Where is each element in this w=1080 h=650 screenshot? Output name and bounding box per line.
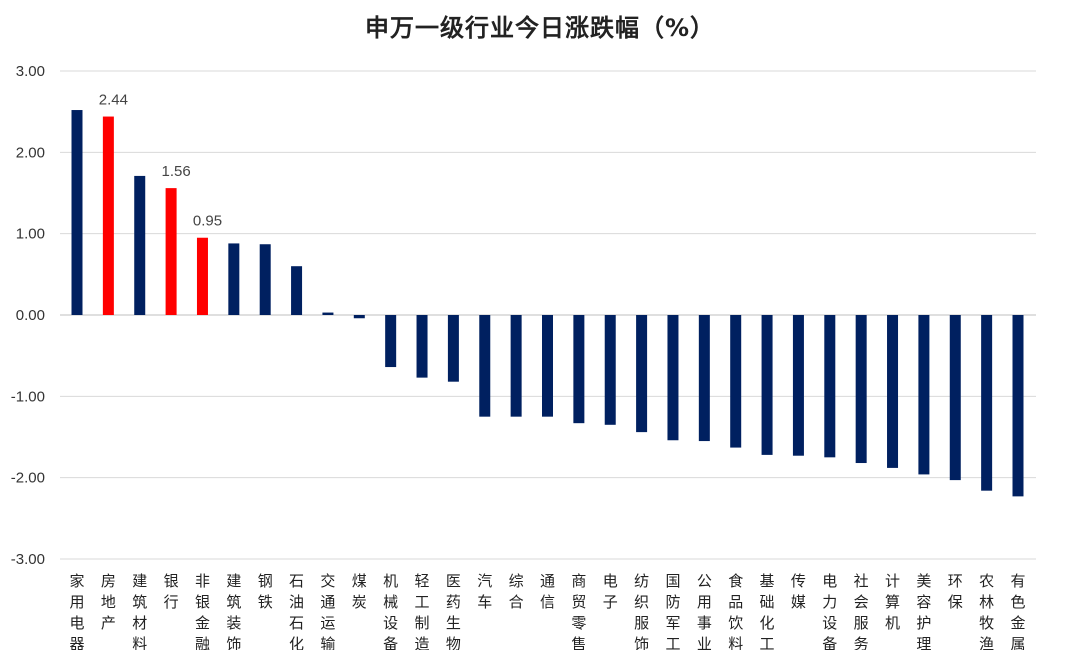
y-tick-label: 2.00 bbox=[16, 144, 45, 161]
bar bbox=[291, 266, 303, 315]
x-category-label: 建筑材料 bbox=[132, 572, 147, 650]
x-category-label: 家用电器 bbox=[69, 572, 84, 650]
data-labels: 2.44 1.56 0.95 bbox=[99, 92, 222, 230]
bars bbox=[71, 110, 1024, 497]
bar bbox=[259, 244, 271, 315]
bar bbox=[981, 315, 993, 491]
bar bbox=[353, 315, 365, 319]
x-category-label: 机械设备 bbox=[383, 572, 398, 650]
x-category-label: 计算机 bbox=[885, 572, 900, 632]
x-category-label: 社会服务 bbox=[854, 572, 869, 650]
y-tick-label: 1.00 bbox=[16, 226, 45, 243]
bar bbox=[385, 315, 397, 368]
x-category-label: 电力设备 bbox=[822, 572, 837, 650]
x-category-label: 房地产 bbox=[101, 572, 116, 632]
x-category-label: 电子 bbox=[603, 572, 618, 611]
x-category-label: 交通运输 bbox=[320, 572, 335, 650]
bar bbox=[573, 315, 585, 424]
bar bbox=[761, 315, 773, 455]
chart-title: 申万一级行业今日涨跌幅（%） bbox=[364, 14, 716, 42]
bar bbox=[542, 315, 553, 417]
x-category-label: 国防军工 bbox=[665, 572, 680, 650]
y-tick-label: -2.00 bbox=[11, 470, 45, 487]
bar bbox=[604, 315, 616, 425]
x-category-label: 煤炭 bbox=[352, 572, 367, 611]
bar bbox=[416, 315, 428, 378]
x-category-label: 环保 bbox=[948, 572, 963, 611]
x-category-label: 农林牧渔 bbox=[979, 572, 994, 650]
x-category-label: 综合 bbox=[509, 572, 524, 611]
bar bbox=[730, 315, 742, 448]
x-category-label: 石油石化 bbox=[289, 572, 304, 650]
gridlines bbox=[60, 70, 1036, 560]
x-category-label: 建筑装饰 bbox=[226, 572, 241, 650]
bar bbox=[1012, 315, 1024, 497]
x-category-label: 传媒 bbox=[791, 572, 806, 611]
x-category-label: 纺织服饰 bbox=[634, 572, 649, 650]
bar bbox=[510, 315, 522, 417]
bar bbox=[134, 175, 146, 315]
bar bbox=[165, 188, 177, 315]
x-category-label: 食品饮料 bbox=[728, 572, 743, 650]
bar bbox=[196, 237, 208, 315]
bar bbox=[698, 315, 710, 442]
data-label: 1.56 bbox=[161, 163, 190, 180]
x-axis-categories: 家用电器 房地产 建筑材料 银行 非银金融 建筑装饰 钢铁 石油石化 交通运输 煤炭 机械设备 轻工制… bbox=[69, 572, 1025, 650]
x-category-label: 银行 bbox=[164, 572, 179, 611]
bar bbox=[322, 312, 334, 315]
x-category-label: 基础化工 bbox=[760, 572, 775, 650]
x-category-label: 公用事业 bbox=[697, 572, 712, 650]
bar bbox=[855, 315, 867, 464]
x-category-label: 钢铁 bbox=[258, 572, 273, 611]
bar bbox=[887, 315, 899, 468]
x-category-label: 轻工制造 bbox=[415, 572, 430, 650]
bar bbox=[949, 315, 961, 481]
y-tick-label: 0.00 bbox=[16, 307, 45, 324]
bar bbox=[102, 116, 114, 316]
y-axis-ticks: 3.00 2.00 1.00 0.00 -1.00 -2.00 -3.00 bbox=[11, 63, 45, 568]
bar bbox=[71, 110, 83, 315]
y-tick-label: -1.00 bbox=[11, 388, 45, 405]
x-category-label: 医药生物 bbox=[446, 572, 461, 650]
bar bbox=[667, 315, 679, 441]
x-category-label: 美容护理 bbox=[916, 572, 931, 650]
y-tick-label: 3.00 bbox=[16, 63, 45, 80]
bar bbox=[228, 243, 240, 315]
x-category-label: 商贸零售 bbox=[571, 572, 586, 650]
bar bbox=[824, 315, 836, 458]
x-category-label: 非银金融 bbox=[195, 572, 210, 650]
data-label: 0.95 bbox=[193, 213, 222, 230]
x-category-label: 通信 bbox=[540, 572, 555, 611]
x-category-label: 汽车 bbox=[477, 572, 492, 611]
bar bbox=[447, 315, 459, 382]
bar bbox=[636, 315, 648, 433]
bar bbox=[918, 315, 930, 475]
bar bbox=[479, 315, 491, 417]
x-category-label: 有色金属 bbox=[1010, 572, 1025, 650]
bar bbox=[792, 315, 804, 456]
data-label: 2.44 bbox=[99, 92, 128, 109]
y-tick-label: -3.00 bbox=[11, 551, 45, 568]
